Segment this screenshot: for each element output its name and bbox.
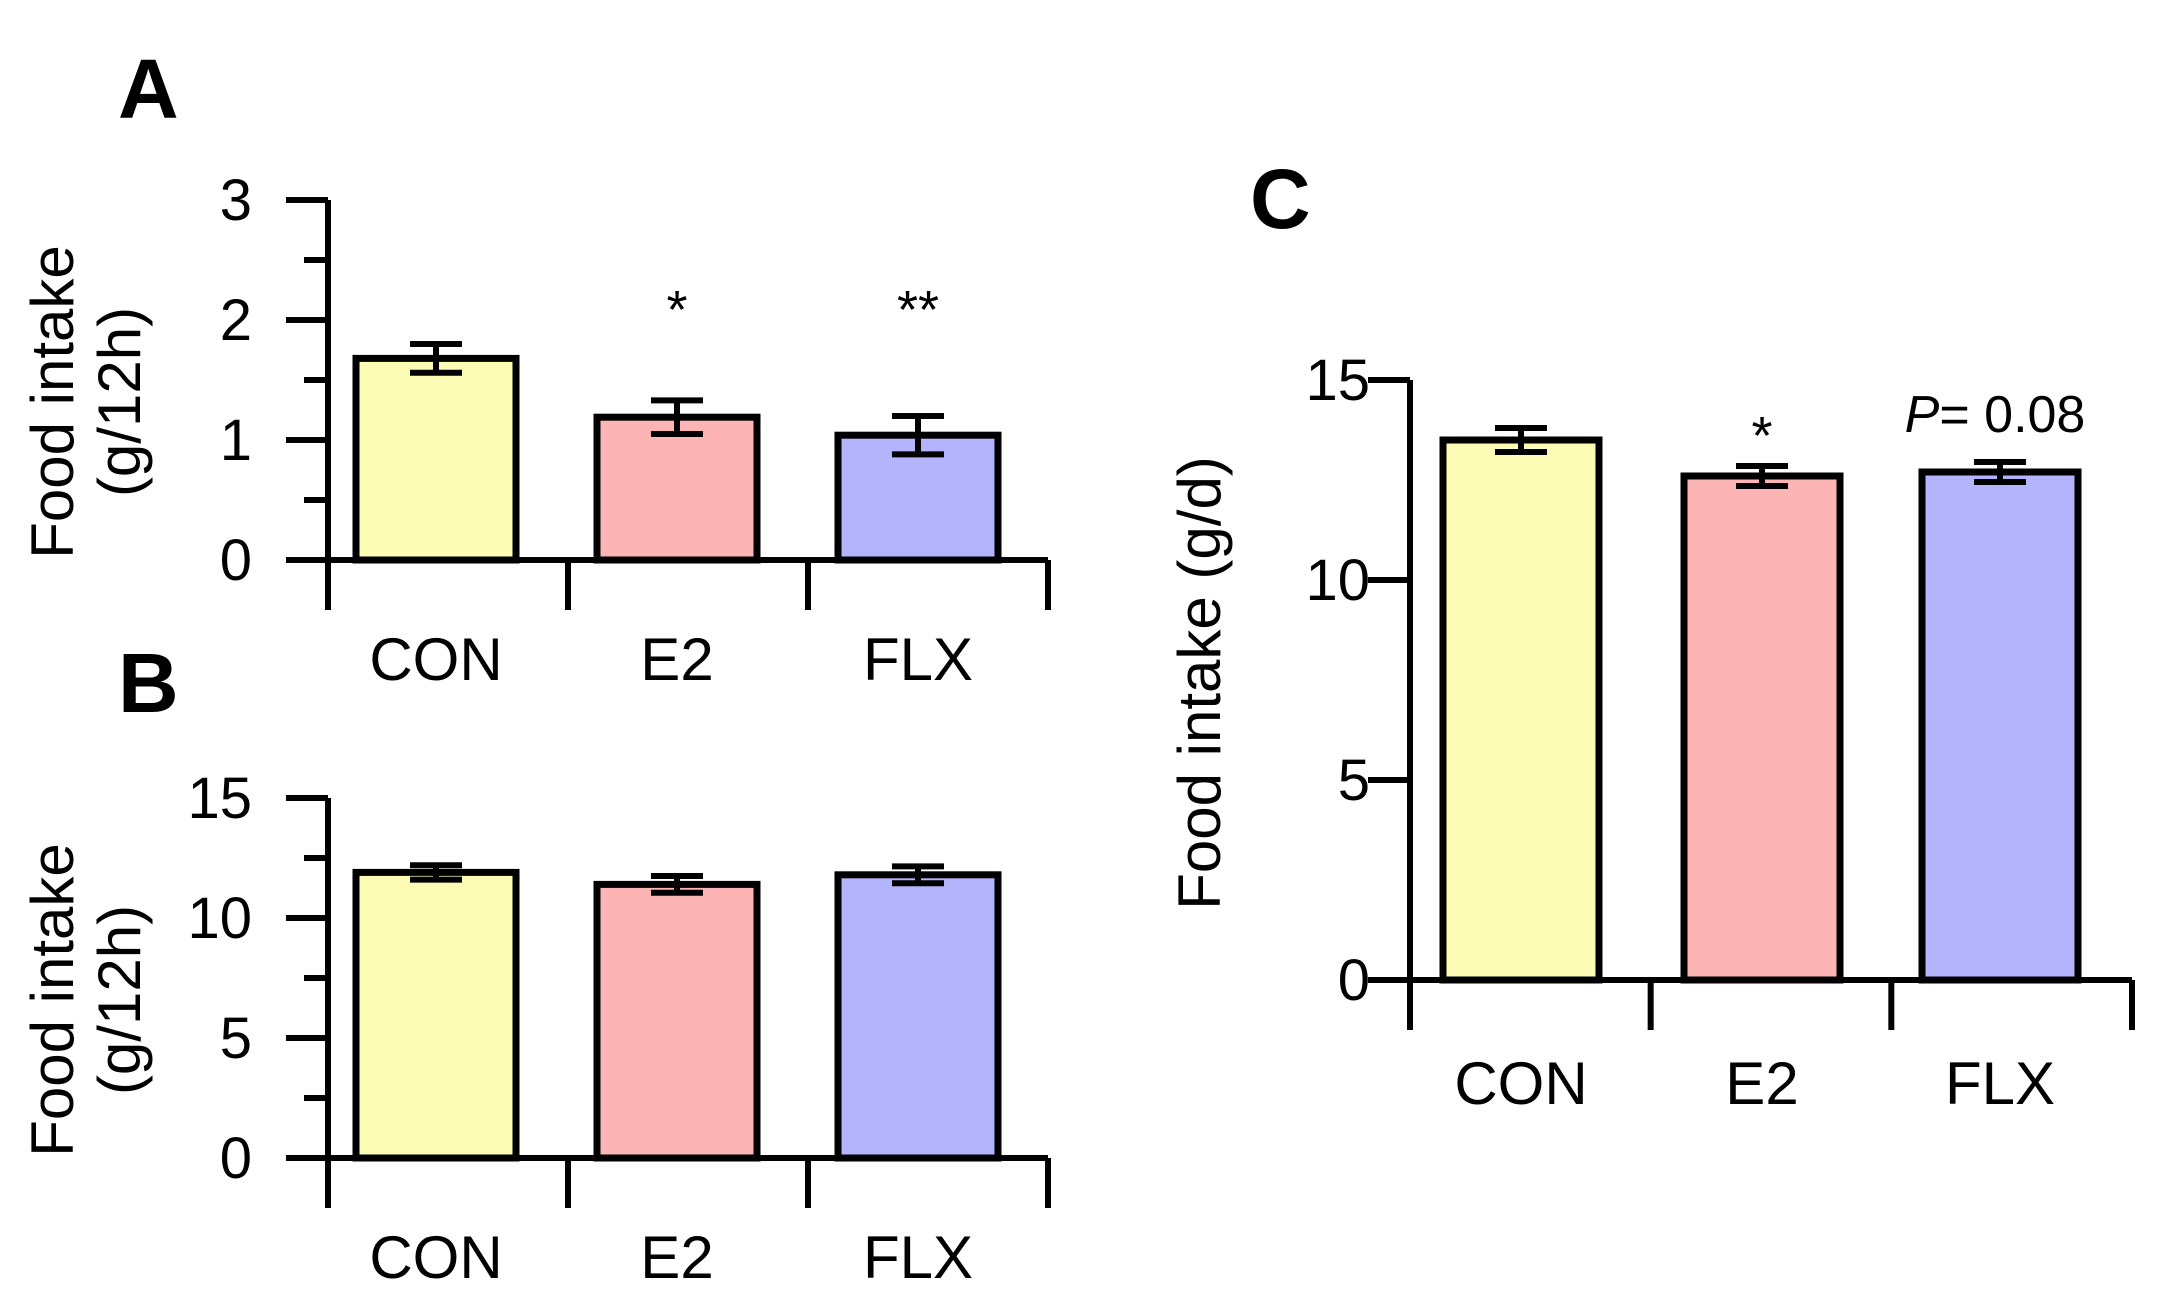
panel-b-error-bar-flx xyxy=(892,863,944,887)
panel-a-annotation-flx: ** xyxy=(897,280,939,340)
panel-a-error-bar-flx xyxy=(892,413,944,458)
panel-b-y-tick-label: 5 xyxy=(220,1006,252,1071)
panel-a-x-label-e2: E2 xyxy=(640,626,713,693)
panel-a-x-label-flx: FLX xyxy=(863,626,973,693)
panel-b: B Food intake (g/12h) 0 5 10 15 CON E2 FLX xyxy=(19,636,1051,1291)
panel-c-p-value: P= 0.08 xyxy=(1905,386,2086,444)
panel-b-x-label-flx: FLX xyxy=(863,1224,973,1291)
panel-a-bar-con xyxy=(352,354,520,564)
panel-a-y-title-line2: (g/12h) xyxy=(86,307,153,497)
panel-c-bar-con xyxy=(1439,436,1603,984)
panel-c-letter: C xyxy=(1250,152,1311,246)
panel-b-bar-e2 xyxy=(593,880,761,1162)
panel-c-y-tick-label: 10 xyxy=(1305,548,1370,613)
panel-c-x-label-flx: FLX xyxy=(1945,1050,2055,1117)
panel-b-error-bar-con xyxy=(410,862,462,883)
panel-a-bar-e2 xyxy=(593,413,761,564)
panel-a-y-tick-label: 0 xyxy=(220,528,252,593)
panel-c-p-value-prefix: P xyxy=(1905,386,1940,444)
panel-c-y-tick-label: 0 xyxy=(1338,948,1370,1013)
panel-a-plot: 0 1 2 3 xyxy=(220,168,1051,610)
panel-a-x-label-con: CON xyxy=(369,626,502,693)
panel-c-error-bar-con xyxy=(1495,425,1547,455)
panel-a-annotation-e2: * xyxy=(666,280,687,340)
panel-b-plot: 0 5 10 15 xyxy=(187,766,1051,1208)
panel-c-error-bar-e2 xyxy=(1736,463,1788,489)
panel-a-y-axis-title: Food intake (g/12h) xyxy=(19,245,153,559)
panel-c-annotation-e2: * xyxy=(1751,406,1772,466)
panel-b-x-label-con: CON xyxy=(369,1224,502,1291)
panel-b-y-axis-title: Food intake (g/12h) xyxy=(19,843,153,1157)
panel-a-y-tick-label: 2 xyxy=(220,288,252,353)
panel-c-error-bar-flx xyxy=(1974,459,2026,485)
panel-a-y-tick-label: 3 xyxy=(220,168,252,233)
panel-b-bar-con xyxy=(352,868,520,1162)
panel-b-y-tick-label: 10 xyxy=(187,886,252,951)
panel-c-plot: 0 5 10 15 xyxy=(1305,348,2135,1030)
panel-a-letter: A xyxy=(118,42,179,136)
panel-b-y-title-line2: (g/12h) xyxy=(86,905,153,1095)
panel-c-bar-e2 xyxy=(1680,472,1844,984)
panel-c-y-axis-title: Food intake (g/d) xyxy=(1166,456,1233,910)
panel-c-y-tick-label: 15 xyxy=(1305,348,1370,413)
panel-c-bar-flx xyxy=(1918,468,2082,984)
panel-b-x-label-e2: E2 xyxy=(640,1224,713,1291)
panel-b-bar-flx xyxy=(834,871,1002,1162)
panel-b-letter: B xyxy=(118,636,179,730)
panel-a-error-bar-e2 xyxy=(651,397,703,437)
panel-a-y-title-line1: Food intake xyxy=(19,245,86,559)
panel-b-y-title-line1: Food intake xyxy=(19,843,86,1157)
panel-b-error-bar-e2 xyxy=(651,873,703,896)
panel-c-p-value-rest: = 0.08 xyxy=(1939,386,2085,444)
panel-b-y-tick-label: 15 xyxy=(187,766,252,831)
panel-c-y-tick-label: 5 xyxy=(1338,748,1370,813)
panel-b-y-tick-label: 0 xyxy=(220,1126,252,1191)
panel-c-x-label-e2: E2 xyxy=(1725,1050,1798,1117)
panel-a-error-bar-con xyxy=(410,341,462,376)
panel-c-x-label-con: CON xyxy=(1454,1050,1587,1117)
panel-a-y-tick-label: 1 xyxy=(220,408,252,473)
